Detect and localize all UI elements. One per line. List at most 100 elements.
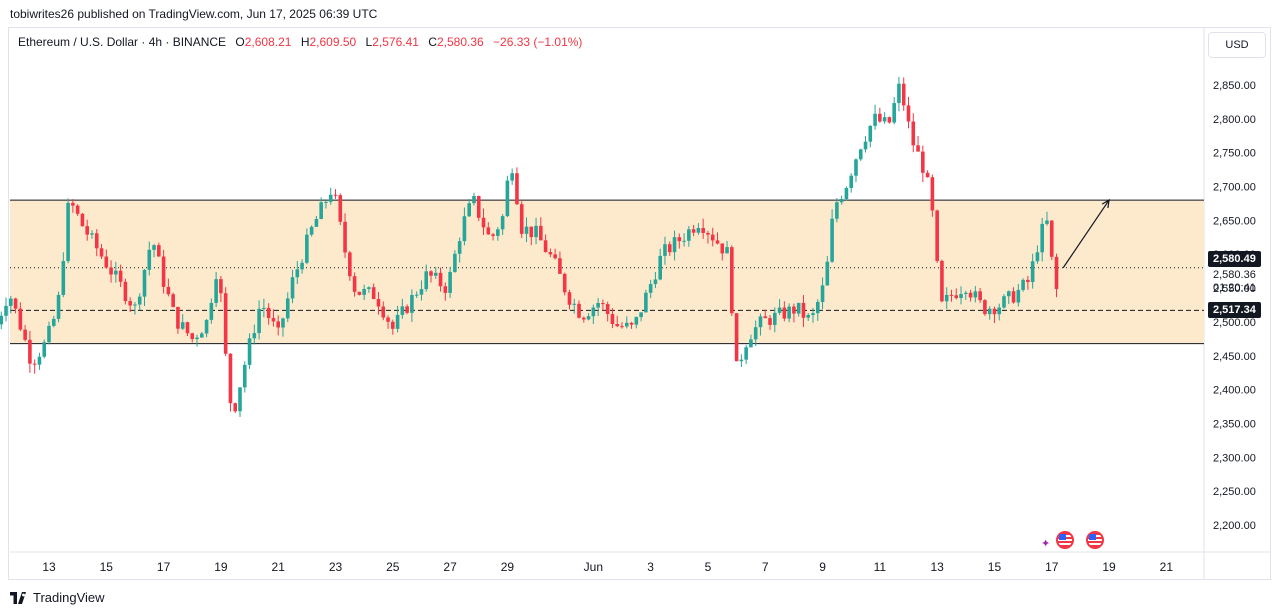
candle-body-down <box>715 240 720 244</box>
y-tick-label: 2,300.00 <box>1213 452 1256 464</box>
x-tick-label: 19 <box>214 560 228 574</box>
candle-body-down <box>519 204 524 234</box>
candle-body-down <box>476 196 481 218</box>
candle-body-down <box>271 318 276 322</box>
candle-body-down <box>567 292 572 305</box>
candle-body-down <box>548 252 553 255</box>
candle-body-up <box>882 117 887 122</box>
candle-body-up <box>858 149 863 160</box>
candle-body-up <box>964 292 968 295</box>
x-tick-label: 13 <box>42 560 56 574</box>
us-flag-icon[interactable] <box>1086 531 1104 549</box>
candle-body-down <box>109 267 113 275</box>
candle-body-up <box>524 226 529 234</box>
candle-body-down <box>71 202 75 206</box>
candle-body-down <box>921 151 925 173</box>
chart-frame[interactable] <box>8 27 1271 580</box>
candle-body-up <box>51 318 56 326</box>
projection-arrow-head <box>1101 198 1110 209</box>
candle-body-up <box>142 269 147 297</box>
legend-open-value: 2,608.21 <box>244 35 292 49</box>
legend-open-label: O <box>235 35 245 49</box>
y-tick-label: 2,650.00 <box>1213 215 1256 227</box>
candle-body-up <box>648 284 653 293</box>
y-tick-label: 2,850.00 <box>1213 80 1256 92</box>
candle-body-up <box>624 322 629 327</box>
y-tick-label: 2,700.00 <box>1213 182 1256 194</box>
candle-body-up <box>56 294 61 319</box>
candle-body-up <box>806 314 811 318</box>
candle-body-up <box>395 314 400 329</box>
candle-body-up <box>1035 252 1040 262</box>
candle-body-down <box>930 177 935 211</box>
candle-body-down <box>190 333 195 340</box>
candle-body-down <box>1049 220 1054 257</box>
candle-body-down <box>734 313 739 362</box>
candle-body-up <box>1002 296 1006 308</box>
candle-body-up <box>534 225 538 238</box>
chart-legend: Ethereum / U.S. Dollar · 4h · BINANCE O2… <box>18 35 582 49</box>
candle-body-down <box>763 316 768 319</box>
candle-body-up <box>305 234 309 263</box>
candle-body-down <box>28 339 32 364</box>
currency-button[interactable]: USD <box>1208 32 1266 58</box>
candle-body-up <box>133 304 137 306</box>
candle-body-up <box>47 325 51 343</box>
candle-body-up <box>195 337 199 340</box>
candle-body-up <box>639 312 643 318</box>
candle-body-up <box>419 289 424 295</box>
candle-body-up <box>510 173 514 181</box>
candle-body-up <box>739 359 744 362</box>
candle-body-down <box>782 307 787 319</box>
candle-body-down <box>438 272 443 287</box>
candle-body-down <box>940 260 944 302</box>
us-flag-icon[interactable] <box>1056 531 1074 549</box>
candle-body-down <box>185 322 190 334</box>
candle-body-down <box>601 303 605 305</box>
legend-change: −26.33 (−1.01%) <box>493 35 583 49</box>
candle-body-up <box>462 216 467 242</box>
star-icon[interactable]: ✦ <box>1041 538 1051 550</box>
candle-body-down <box>610 314 615 325</box>
candle-body-up <box>204 319 209 334</box>
candle-body-down <box>32 363 37 365</box>
candle-body-up <box>362 288 366 295</box>
candle-body-down <box>906 105 911 122</box>
candle-body-up <box>238 387 242 412</box>
candle-body-up <box>653 279 658 285</box>
x-tick-label: 23 <box>329 560 343 574</box>
candle-body-up <box>1030 261 1035 283</box>
candle-body-down <box>878 113 882 122</box>
x-tick-label: 11 <box>874 560 887 574</box>
candle-body-down <box>691 229 696 233</box>
candle-body-down <box>543 240 548 253</box>
candle-body-up <box>773 312 777 325</box>
candle-body-up <box>591 307 596 317</box>
candle-body-up <box>285 298 290 319</box>
candle-body-down <box>405 306 409 313</box>
candle-body-down <box>768 318 772 325</box>
y-tick-label: 2,550.00 <box>1213 283 1256 295</box>
candle-body-down <box>706 232 710 235</box>
candle-body-up <box>114 270 118 275</box>
candle-body-up <box>281 318 285 328</box>
candle-body-up <box>324 201 328 203</box>
legend-close-label: C <box>428 35 437 49</box>
candle-body-up <box>758 316 763 328</box>
candle-body-down <box>338 195 343 222</box>
candle-body-up <box>820 285 825 302</box>
candle-body-down <box>558 258 562 274</box>
candle-body-up <box>987 308 992 315</box>
candle-body-up <box>214 279 218 303</box>
candle-body-down <box>615 324 620 327</box>
last-close-label: 2,580.36 <box>1213 268 1256 281</box>
candle-body-up <box>663 244 667 256</box>
candle-body-down <box>13 298 18 309</box>
legend-high-value: 2,609.50 <box>309 35 357 49</box>
y-tick-label: 2,200.00 <box>1213 520 1256 532</box>
candle-body-down <box>911 121 916 146</box>
y-tick-label: 2,350.00 <box>1213 418 1256 430</box>
candle-body-up <box>90 233 94 235</box>
candle-body-down <box>80 213 85 227</box>
